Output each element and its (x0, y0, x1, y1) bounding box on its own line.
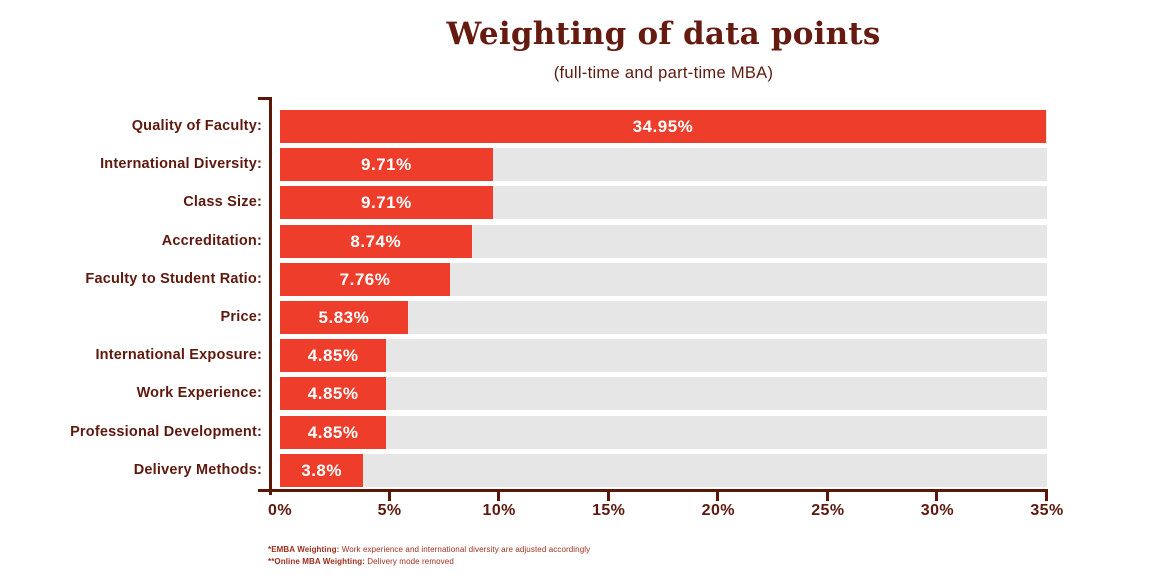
chart-subtitle: (full-time and part-time MBA) (553, 64, 774, 82)
category-label: International Diversity: (100, 156, 262, 173)
footnote-emba-label: *EMBA Weighting: (268, 545, 340, 554)
bar-track: 3.8% (280, 453, 1047, 487)
x-axis-line (258, 489, 1047, 492)
x-axis-tick (497, 489, 501, 501)
bar: 4.85% (280, 339, 387, 373)
bar-value-label: 3.8% (301, 460, 342, 480)
bar-value-label: 34.95% (632, 117, 694, 136)
x-axis-tick-label: 10% (482, 502, 516, 519)
x-axis-tick-label: 5% (377, 502, 402, 519)
category-label: Accreditation: (161, 232, 262, 249)
bar-track: 4.85% (280, 377, 1047, 411)
bar-value-label: 9.71% (361, 193, 412, 213)
bar: 9.71% (280, 186, 493, 220)
bar-track: 7.76% (280, 262, 1047, 296)
footnotes: *EMBA Weighting: Work experience and int… (268, 544, 590, 568)
x-axis-tick (606, 489, 610, 501)
footnote-emba-text: Work experience and international divers… (339, 545, 591, 554)
bar-track: 9.71% (280, 148, 1047, 182)
bar-value-label: 4.85% (307, 346, 359, 366)
category-label: Quality of Faculty: (131, 118, 262, 134)
x-axis-tick-label: 15% (592, 502, 626, 519)
x-axis-tick-label: 20% (701, 502, 735, 519)
category-label: Price: (220, 309, 262, 325)
category-label: Professional Development: (70, 423, 262, 440)
bar: 34.95% (280, 110, 1046, 143)
bar-track: 5.83% (280, 301, 1047, 334)
footnote-online-mba-text: Delivery mode removed (364, 557, 454, 566)
category-label: Delivery Methods: (133, 461, 262, 478)
bar-track: 4.85% (280, 415, 1047, 449)
category-label: Class Size: (183, 194, 262, 211)
category-label: International Exposure: (95, 347, 262, 364)
plot-area: 34.95% 9.71% 9.71% 8.74% 7.76% 5.83% 4.85% 4.85… (280, 110, 1047, 487)
x-axis-tick (1045, 489, 1048, 501)
bar-value-label: 8.74% (350, 231, 402, 251)
bar-track: 9.71% (280, 186, 1047, 220)
bar: 7.76% (280, 262, 451, 296)
x-axis-tick (935, 489, 939, 501)
bar: 4.85% (280, 377, 387, 411)
bar-track: 4.85% (280, 339, 1047, 373)
bar: 5.83% (280, 301, 408, 334)
bar-track: 8.74% (280, 224, 1047, 258)
category-label: Faculty to Student Ratio: (85, 270, 262, 287)
x-axis-tick (387, 489, 391, 501)
bar: 8.74% (280, 224, 472, 258)
bar-value-label: 4.85% (307, 384, 359, 404)
x-axis-tick-label: 25% (811, 502, 845, 519)
footnote-emba: *EMBA Weighting: Work experience and int… (268, 544, 590, 556)
chart-title: Weighting of data points (446, 16, 881, 52)
x-axis-tick (825, 489, 829, 501)
x-axis-tick-label: 0% (268, 502, 292, 519)
footnote-online-mba-label: **Online MBA Weighting: (268, 557, 365, 566)
x-axis-tick-label: 30% (920, 502, 955, 519)
y-axis-line (269, 97, 272, 495)
bar-value-label: 4.85% (307, 422, 359, 442)
bar-value-label: 5.83% (318, 308, 370, 327)
bar: 4.85% (280, 415, 387, 449)
bar: 3.8% (280, 453, 364, 487)
bar-value-label: 9.71% (361, 155, 412, 175)
bar: 9.71% (280, 148, 493, 182)
y-axis-top-tick (258, 97, 272, 100)
x-axis-tick-label: 35% (1030, 502, 1064, 519)
x-axis-tick (716, 489, 720, 501)
category-label: Work Experience: (136, 385, 262, 402)
footnote-online-mba: **Online MBA Weighting: Delivery mode re… (268, 556, 590, 568)
bar-value-label: 7.76% (339, 269, 391, 289)
bar-track: 34.95% (280, 110, 1047, 143)
